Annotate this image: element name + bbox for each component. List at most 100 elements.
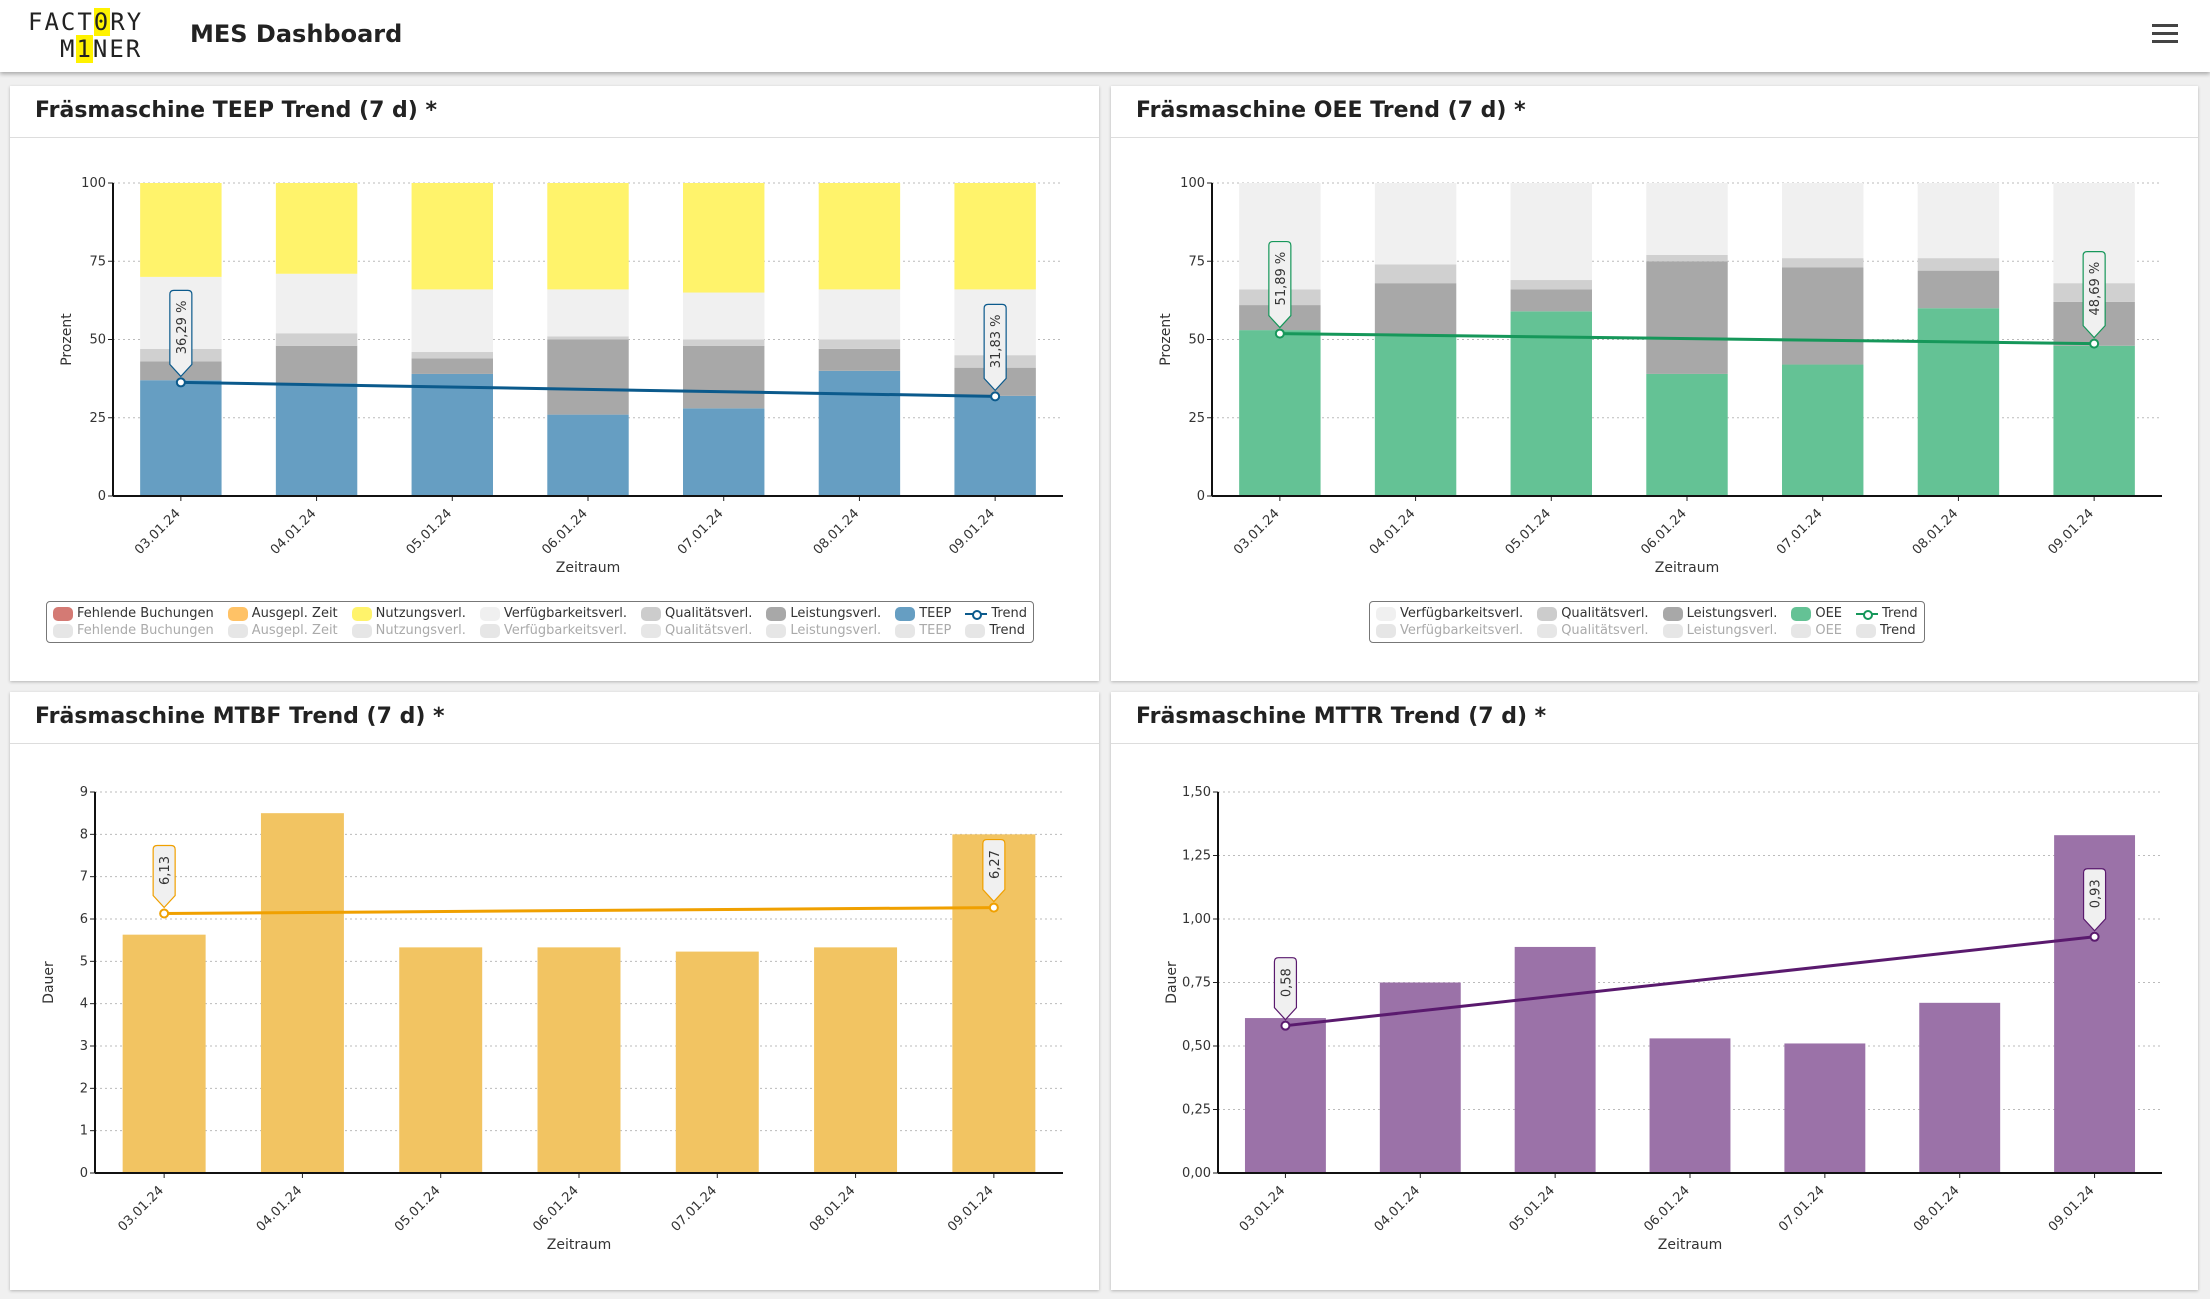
x-tick-label: 07.01.24 <box>675 506 727 558</box>
trend-value-label: 0,58 <box>1279 968 1294 997</box>
trend-point <box>175 377 186 388</box>
legend-swatch <box>1791 606 1812 621</box>
legend-label: Fehlende Buchungen <box>77 606 214 621</box>
legend-item[interactable]: Verfügbarkeitsverl. <box>1376 623 1523 638</box>
x-tick-label: 08.01.24 <box>807 1183 859 1235</box>
teep-chart: 0 25 50 75 100 03.01.24 04.01.24 05.01.24 06.01.… <box>59 176 1063 576</box>
legend-item[interactable]: Nutzungsverl. <box>351 606 466 621</box>
legend-label: Leistungsverl. <box>1686 623 1778 638</box>
legend-item[interactable]: Trend <box>965 623 1027 638</box>
trend-line <box>1279 332 2095 346</box>
legend-item[interactable]: Trend <box>965 606 1027 621</box>
bar-segment <box>275 383 358 496</box>
trend-value-label: 48,69 % <box>2088 262 2103 316</box>
legend-item[interactable]: OEE <box>1791 606 1842 621</box>
legend-item[interactable]: Ausgepl. Zeit <box>227 606 338 621</box>
bar-segment <box>818 348 901 371</box>
legend-swatch <box>641 623 662 638</box>
legend-item[interactable]: Verfügbarkeitsverl. <box>479 623 628 638</box>
legend-label: Nutzungsverl. <box>375 606 466 621</box>
legend-item[interactable]: Nutzungsverl. <box>351 623 466 638</box>
legend-item[interactable]: Fehlende Buchungen <box>53 623 214 638</box>
trend-value-label: 0,93 <box>2089 879 2104 908</box>
bar-segment <box>1782 267 1864 365</box>
legend-item[interactable]: TEEP <box>895 623 951 638</box>
teep-trend-card: Fräsmaschine TEEP Trend (7 d) * 0 25 50 75 1… <box>10 86 1099 681</box>
y-tick-label: 25 <box>89 411 106 426</box>
y-tick-label: 100 <box>1180 176 1205 191</box>
x-tick-label: 09.01.24 <box>2046 1183 2098 1235</box>
trend-label-box <box>2082 868 2107 932</box>
bar-segment <box>1510 183 1592 281</box>
y-axis-label: Prozent <box>59 313 75 366</box>
y-tick-label: 0,50 <box>1182 1039 1211 1054</box>
legend-swatch <box>227 623 248 638</box>
bar-segment <box>818 370 901 496</box>
legend-item[interactable]: Qualitätsverl. <box>1537 623 1649 638</box>
card-title: Fräsmaschine MTBF Trend (7 d) * <box>10 692 1099 744</box>
bar-segment <box>683 345 765 409</box>
bar-segment <box>1782 364 1864 496</box>
bar-segment <box>954 183 1036 290</box>
legend-item[interactable]: Trend <box>1856 606 1918 621</box>
legend-item[interactable]: Leistungsverl. <box>1662 606 1777 621</box>
legend-item[interactable]: Qualitätsverl. <box>1537 606 1649 621</box>
card-title: Fräsmaschine MTTR Trend (7 d) * <box>1111 692 2198 744</box>
legend-item[interactable]: OEE <box>1791 623 1842 638</box>
bar-segment <box>814 947 898 1173</box>
y-axis-label: Dauer <box>1164 961 1180 1004</box>
bar-segment <box>275 273 358 334</box>
trend-label-box <box>982 838 1006 903</box>
x-tick-label: 03.01.24 <box>1231 506 1283 558</box>
legend-swatch <box>1662 606 1683 621</box>
trend-label-box <box>169 289 193 378</box>
legend-swatch <box>766 606 787 621</box>
legend-item[interactable]: Verfügbarkeitsverl. <box>479 606 627 621</box>
legend-item[interactable]: Verfügbarkeitsverl. <box>1376 606 1523 621</box>
bar-segment <box>275 333 358 346</box>
legend-item[interactable]: Leistungsverl. <box>1662 623 1778 638</box>
mttr-chart: 0,00 0,25 0,50 0,75 1,00 1,25 1,50 03.01.24 04.0… <box>1164 785 2162 1253</box>
legend-swatch <box>1856 623 1877 638</box>
legend-label: Verfügbarkeitsverl. <box>503 623 628 638</box>
legend-item[interactable]: Leistungsverl. <box>766 606 881 621</box>
y-tick-label: 0,75 <box>1182 976 1211 991</box>
bar-segment <box>547 336 629 340</box>
y-tick-label: 4 <box>80 997 88 1012</box>
bar-segment <box>1510 289 1592 312</box>
legend-swatch <box>479 623 500 638</box>
trend-point <box>2089 338 2100 349</box>
legend-label: Verfügbarkeitsverl. <box>1400 606 1524 621</box>
legend-label: TEEP <box>919 623 952 638</box>
x-axis-label: Zeitraum <box>556 560 620 576</box>
legend-item[interactable]: Qualitätsverl. <box>641 623 752 638</box>
bar-segment <box>411 183 493 290</box>
x-tick-label: 06.01.24 <box>1638 506 1690 558</box>
x-tick-label: 09.01.24 <box>2045 506 2097 558</box>
legend-item[interactable]: Leistungsverl. <box>766 623 881 638</box>
factory-miner-logo[interactable]: FACT0RY M1NER <box>28 8 143 63</box>
legend-swatch <box>351 623 372 638</box>
legend-item[interactable]: Qualitätsverl. <box>641 606 752 621</box>
bar-segment <box>1917 258 2000 271</box>
bar-segment <box>411 358 493 374</box>
trend-value-label: 6,13 <box>158 856 173 885</box>
x-tick-label: 03.01.24 <box>132 506 184 558</box>
legend-label: OEE <box>1815 623 1843 638</box>
hamburger-menu-icon[interactable] <box>2152 24 2178 44</box>
legend-swatch <box>53 623 73 638</box>
legend-item[interactable]: Ausgepl. Zeit <box>227 623 338 638</box>
legend-swatch <box>1376 623 1396 638</box>
y-tick-label: 0 <box>80 1166 88 1181</box>
bar-segment <box>547 414 629 496</box>
legend-item[interactable]: TEEP <box>895 606 951 621</box>
bar-segment <box>1646 261 1728 374</box>
legend-item[interactable]: Fehlende Buchungen <box>53 606 214 621</box>
trend-label-box <box>2082 251 2106 339</box>
legend-item[interactable]: Trend <box>1856 623 1918 638</box>
legend-swatch <box>641 606 662 621</box>
bar-segment <box>818 339 901 349</box>
bar-segment <box>411 373 493 496</box>
x-tick-label: 07.01.24 <box>1776 1183 1828 1235</box>
logo-text: FACT <box>28 8 94 36</box>
